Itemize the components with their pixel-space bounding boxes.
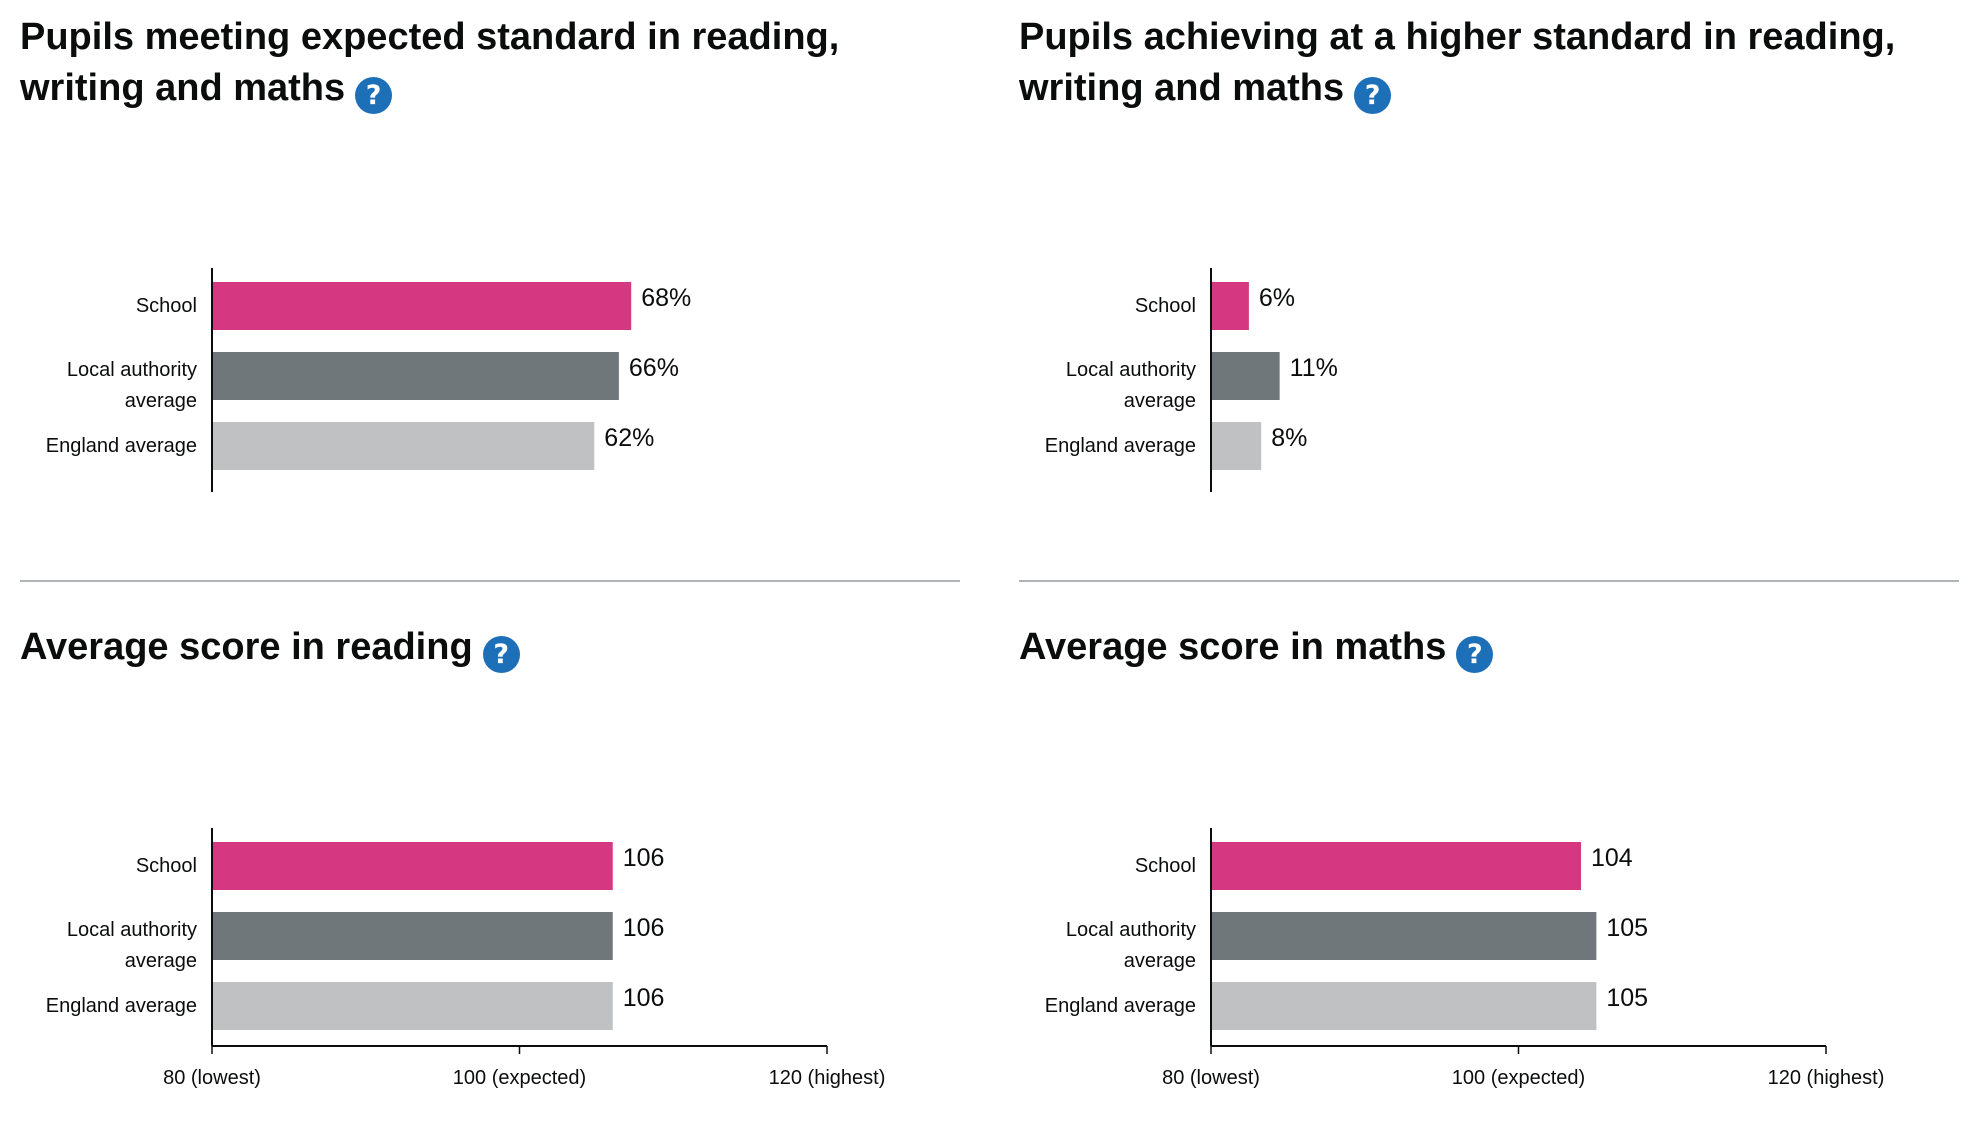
value-label: 62%: [604, 424, 654, 452]
chart-higher-standard: 6% School 11% Local authority average 8% Engla…: [1045, 268, 1338, 492]
value-label: 68%: [641, 284, 691, 312]
bar-england: [1212, 982, 1597, 1030]
x-tick-label: 120 (highest): [769, 1067, 886, 1089]
category-label: Local authority average: [1066, 919, 1196, 972]
value-label: 105: [1606, 914, 1648, 942]
question-circle-icon[interactable]: ?: [1456, 636, 1494, 673]
bar-local-authority: [1212, 352, 1280, 400]
x-tick-label: 100 (expected): [1452, 1067, 1585, 1089]
question-circle-icon[interactable]: ?: [482, 636, 520, 673]
x-tick-label: 80 (lowest): [163, 1067, 261, 1089]
x-tick-label: 100 (expected): [453, 1067, 586, 1089]
category-label: School: [1135, 295, 1196, 317]
chart-average-reading: 106 School 106 Local authority average 106 Eng…: [46, 828, 886, 1089]
bar-england: [213, 422, 595, 470]
value-label: 104: [1591, 844, 1633, 872]
question-circle-icon[interactable]: ?: [1354, 77, 1392, 114]
divider-left: [20, 580, 960, 582]
category-label: England average: [1045, 435, 1196, 457]
category-label: School: [136, 855, 197, 877]
value-label: 8%: [1271, 424, 1307, 452]
category-label: England average: [46, 995, 197, 1017]
chart-title-higher-standard: Pupils achieving at a higher standard in…: [1019, 12, 1949, 114]
chart-title-expected-standard: Pupils meeting expected standard in read…: [20, 12, 950, 114]
value-label: 105: [1606, 984, 1648, 1012]
chart-average-maths: 104 School 105 Local authority average 105 Eng…: [1045, 828, 1885, 1089]
chart-expected-standard: 68% School 66% Local authority average 62% Eng…: [46, 268, 691, 492]
category-label: Local authority average: [67, 359, 197, 412]
bar-england: [1212, 422, 1262, 470]
divider-right: [1019, 580, 1959, 582]
value-label: 106: [623, 914, 665, 942]
category-label: Local authority average: [67, 919, 197, 972]
value-label: 106: [623, 984, 665, 1012]
bar-local-authority: [213, 352, 619, 400]
value-label: 66%: [629, 354, 679, 382]
category-label: Local authority average: [1066, 359, 1196, 412]
value-label: 6%: [1259, 284, 1295, 312]
chart-title-average-reading: Average score in reading?: [20, 622, 950, 673]
bar-school: [213, 842, 613, 890]
category-label: School: [1135, 855, 1196, 877]
chart-title-average-maths: Average score in maths?: [1019, 622, 1949, 673]
bar-school: [1212, 842, 1581, 890]
bar-local-authority: [1212, 912, 1597, 960]
question-circle-icon[interactable]: ?: [355, 77, 393, 114]
bar-school: [1212, 282, 1249, 330]
value-label: 106: [623, 844, 665, 872]
x-tick-label: 80 (lowest): [1162, 1067, 1260, 1089]
category-label: School: [136, 295, 197, 317]
category-label: England average: [1045, 995, 1196, 1017]
value-label: 11%: [1290, 354, 1338, 382]
bar-england: [213, 982, 613, 1030]
category-label: England average: [46, 435, 197, 457]
bar-school: [213, 282, 632, 330]
x-tick-label: 120 (highest): [1768, 1067, 1885, 1089]
bar-local-authority: [213, 912, 613, 960]
